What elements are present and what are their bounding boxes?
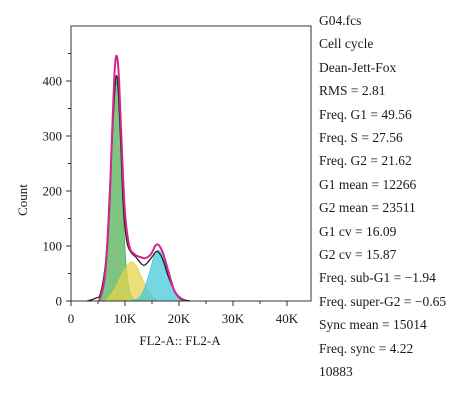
y-tick-label: 400	[43, 74, 63, 89]
x-axis-title: FL2-A:: FL2-A	[139, 333, 221, 348]
series-fit-line	[98, 54, 185, 302]
panel-line: RMS = 2.81	[319, 83, 386, 99]
panel-line: Dean-Jett-Fox	[319, 59, 397, 75]
y-tick-label: 100	[43, 239, 63, 254]
x-tick-label: 40K	[276, 311, 299, 326]
series-layer	[86, 54, 190, 302]
panel-line: Freq. S = 27.56	[319, 130, 403, 146]
panel-line: G04.fcs	[319, 13, 362, 28]
panel-line: Sync mean = 15014	[319, 317, 427, 333]
panel-line: G2 mean = 23511	[319, 200, 416, 216]
x-tick-label: 20K	[168, 311, 191, 326]
panel-line: G2 cv = 15.87	[319, 247, 397, 263]
panel-line: Cell cycle	[319, 36, 374, 52]
panel-line: Freq. G2 = 21.62	[319, 153, 412, 169]
statistics-panel: G04.fcs Cell cycle Dean-Jett-Fox RMS = 2.81…	[319, 9, 471, 384]
panel-line: G1 cv = 16.09	[319, 223, 397, 239]
y-axis-title: Count	[15, 184, 30, 216]
panel-line: Freq. sync = 4.22	[319, 340, 414, 356]
y-tick-label: 0	[56, 294, 63, 309]
panel-line: 10883	[319, 364, 353, 380]
y-tick-label: 300	[43, 129, 63, 144]
y-tick-label: 200	[43, 184, 63, 199]
panel-line: Freq. sub-G1 = −1.94	[319, 270, 436, 286]
panel-line: Freq. super-G2 = −0.65	[319, 293, 447, 309]
series-data-line	[86, 74, 190, 302]
x-tick-label: 0	[68, 311, 75, 326]
panel-line: Freq. G1 = 49.56	[319, 106, 412, 122]
x-tick-label: 10K	[114, 311, 137, 326]
panel-line: G1 mean = 12266	[319, 176, 417, 192]
ticks-layer: 0 10K 20K 30K 40K 0 100 200 300 400	[43, 53, 299, 326]
x-tick-label: 30K	[222, 311, 245, 326]
